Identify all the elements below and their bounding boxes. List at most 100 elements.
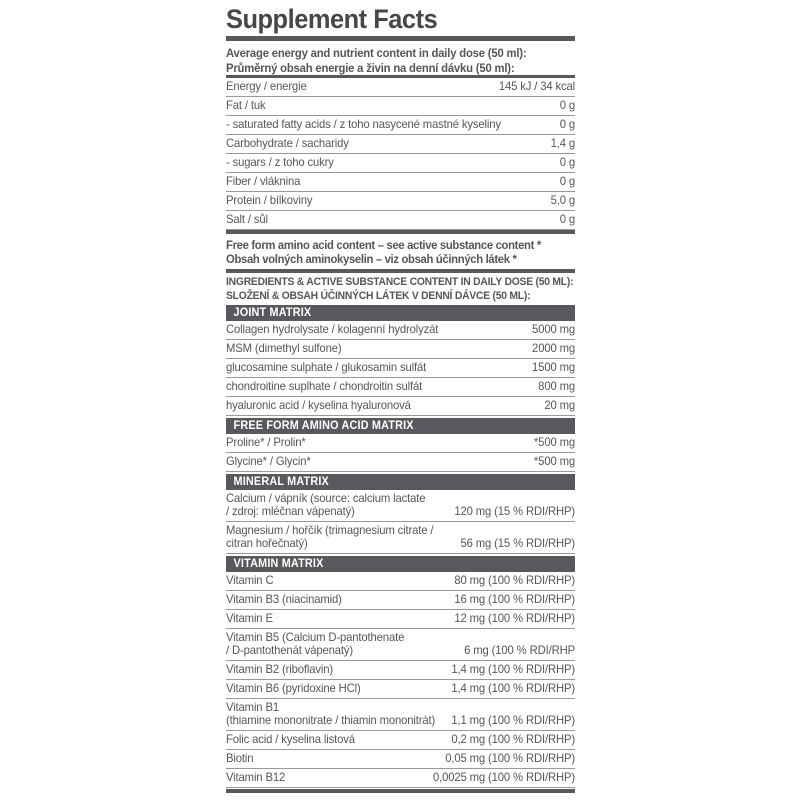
section-header-amino-matrix: FREE FORM AMINO ACID MATRIX (226, 418, 575, 434)
nutrition-row-saturated-fat: - saturated fatty acids / z toho nasycen… (226, 116, 575, 135)
amino-note-line-en: Free form amino acid content – see activ… (226, 238, 541, 252)
nutrition-table: Energy / energie 145 kJ / 34 kcal Fat / … (226, 78, 575, 230)
matrix-row-hyaluronic-acid: hyaluronic acid / kyselina hyaluronová 2… (226, 397, 575, 416)
matrix-row-vitamin-b2: Vitamin B2 (riboflavin) 1,4 mg (100 % RD… (226, 661, 575, 680)
row-label: Vitamin B12 (226, 770, 286, 784)
matrix-row-biotin: Biotin 0,05 mg (100 % RDI/RHP) (226, 750, 575, 769)
matrix-row-msm: MSM (dimethyl sulfone) 2000 mg (226, 340, 575, 359)
row-value: 0 g (559, 155, 575, 169)
row-label: Magnesium / hořčík (trimagnesium citrate… (226, 523, 434, 550)
row-value: 0 g (559, 212, 575, 226)
matrix-row-chondroitine: chondroitine suplhate / chondroitin sulf… (226, 378, 575, 397)
row-value: 5,0 g (550, 193, 576, 207)
amino-note-line-cs: Obsah volných aminokyselin – viz obsah ú… (226, 252, 517, 266)
row-label: Proline* / Prolin* (226, 435, 306, 449)
nutrition-row-protein: Protein / bílkoviny 5,0 g (226, 192, 575, 211)
nutrition-row-fiber: Fiber / vláknina 0 g (226, 173, 575, 192)
row-value: 80 mg (100 % RDI/RHP) (454, 573, 575, 587)
note-divider-bar (226, 269, 575, 273)
intro-line-en: Average energy and nutrient content in d… (226, 46, 527, 60)
row-label: Vitamin E (226, 611, 273, 625)
row-value: 1,4 g (550, 136, 576, 150)
row-label: chondroitine suplhate / chondroitin sulf… (226, 379, 423, 393)
bottom-divider-bar (226, 789, 575, 793)
row-value: 5000 mg (532, 322, 575, 336)
matrix-row-collagen: Collagen hydrolysate / kolagenní hydroly… (226, 321, 575, 340)
row-label: Collagen hydrolysate / kolagenní hydroly… (226, 322, 439, 336)
row-value: 0 g (559, 117, 575, 131)
row-value: 20 mg (544, 398, 575, 412)
row-value: 0 g (559, 98, 575, 112)
row-value: 145 kJ / 34 kcal (498, 79, 575, 93)
row-label: Vitamin B6 (pyridoxine HCl) (226, 681, 361, 695)
row-value: 16 mg (100 % RDI/RHP) (454, 592, 575, 606)
row-label: Fiber / vláknina (226, 174, 301, 188)
matrix-row-magnesium: Magnesium / hořčík (trimagnesium citrate… (226, 522, 575, 554)
nutrition-row-energy: Energy / energie 145 kJ / 34 kcal (226, 78, 575, 97)
intro-divider-bar (226, 75, 575, 78)
matrix-row-vitamin-c: Vitamin C 80 mg (100 % RDI/RHP) (226, 572, 575, 591)
title-divider-bar (226, 36, 575, 41)
nutrition-row-salt: Salt / sůl 0 g (226, 211, 575, 230)
label-title: Supplement Facts (226, 4, 438, 34)
row-label: Biotin (226, 751, 254, 765)
ingredients-heading: INGREDIENTS & ACTIVE SUBSTANCE CONTENT I… (226, 276, 575, 303)
matrix-row-vitamin-b6: Vitamin B6 (pyridoxine HCl) 1,4 mg (100 … (226, 680, 575, 699)
matrix-row-vitamin-b1: Vitamin B1 (thiamine mononitrate / thiam… (226, 699, 575, 731)
row-value: 2000 mg (532, 341, 575, 355)
nutrition-row-sugars: - sugars / z toho cukry 0 g (226, 154, 575, 173)
section-header-joint-matrix: JOINT MATRIX (226, 305, 575, 321)
row-label: MSM (dimethyl sulfone) (226, 341, 342, 355)
intro-block: Average energy and nutrient content in d… (226, 46, 575, 75)
row-value: 56 mg (15 % RDI/RHP) (460, 536, 576, 550)
row-value: 1,4 mg (100 % RDI/RHP) (451, 662, 575, 676)
row-value: 1,4 mg (100 % RDI/RHP) (451, 681, 575, 695)
matrix-row-calcium: Calcium / vápník (source: calcium lactat… (226, 490, 575, 522)
matrix-row-folic-acid: Folic acid / kyselina listová 0,2 mg (10… (226, 731, 575, 750)
vitamin-matrix-table: Vitamin C 80 mg (100 % RDI/RHP) Vitamin … (226, 572, 575, 788)
ingredients-heading-line-en: INGREDIENTS & ACTIVE SUBSTANCE CONTENT I… (226, 276, 574, 288)
row-label: Vitamin B2 (riboflavin) (226, 662, 333, 676)
row-label: Vitamin C (226, 573, 274, 587)
row-label: Protein / bílkoviny (226, 193, 313, 207)
row-value: *500 mg (533, 454, 575, 468)
intro-line-cs: Průměrný obsah energie a živin na denní … (226, 60, 515, 75)
nutrition-divider-bar (226, 230, 575, 234)
matrix-row-glycine: Glycine* / Glycin* *500 mg (226, 453, 575, 472)
row-label: glucosamine sulphate / glukosamin sulfát (226, 360, 427, 374)
row-label: Vitamin B5 (Calcium D-pantothenate / D-p… (226, 630, 405, 657)
section-header-vitamin-matrix: VITAMIN MATRIX (226, 556, 575, 572)
row-label: Energy / energie (226, 79, 307, 93)
row-label: Folic acid / kyselina listová (226, 732, 355, 746)
row-value: 0,05 mg (100 % RDI/RHP) (445, 751, 575, 765)
row-label: Fat / tuk (226, 98, 266, 112)
row-label: Carbohydrate / sacharidy (226, 136, 349, 150)
matrix-row-vitamin-e: Vitamin E 12 mg (100 % RDI/RHP) (226, 610, 575, 629)
mineral-matrix-table: Calcium / vápník (source: calcium lactat… (226, 490, 575, 554)
amino-matrix-table: Proline* / Prolin* *500 mg Glycine* / Gl… (226, 434, 575, 472)
row-value: 0 g (559, 174, 575, 188)
matrix-row-proline: Proline* / Prolin* *500 mg (226, 434, 575, 453)
row-value: 120 mg (15 % RDI/RHP) (454, 504, 575, 518)
joint-matrix-table: Collagen hydrolysate / kolagenní hydroly… (226, 321, 575, 416)
nutrition-row-carbohydrate: Carbohydrate / sacharidy 1,4 g (226, 135, 575, 154)
matrix-row-vitamin-b12: Vitamin B12 0,0025 mg (100 % RDI/RHP) (226, 769, 575, 788)
row-value: 0,0025 mg (100 % RDI/RHP) (432, 770, 575, 784)
row-label: - sugars / z toho cukry (226, 155, 334, 169)
row-value: 1,1 mg (100 % RDI/RHP) (451, 713, 575, 727)
row-value: 6 mg (100 % RDI/RHP (464, 643, 575, 657)
row-value: *500 mg (533, 435, 575, 449)
row-label: Glycine* / Glycin* (226, 454, 311, 468)
row-label: - saturated fatty acids / z toho nasycen… (226, 117, 501, 131)
row-label: hyaluronic acid / kyselina hyaluronová (226, 398, 411, 412)
row-value: 800 mg (538, 379, 575, 393)
row-label: Salt / sůl (226, 212, 268, 226)
label-content: Supplement Facts Average energy and nutr… (226, 4, 575, 793)
row-label: Vitamin B3 (niacinamid) (226, 592, 342, 606)
ingredients-heading-line-cs: SLOŽENÍ & OBSAH ÚČINNÝCH LÁTEK V DENNÍ D… (226, 289, 531, 302)
row-label: Vitamin B1 (thiamine mononitrate / thiam… (226, 700, 436, 727)
row-value: 12 mg (100 % RDI/RHP) (454, 611, 575, 625)
supplement-facts-label: Supplement Facts Average energy and nutr… (226, 4, 575, 793)
row-label: Calcium / vápník (source: calcium lactat… (226, 491, 426, 518)
